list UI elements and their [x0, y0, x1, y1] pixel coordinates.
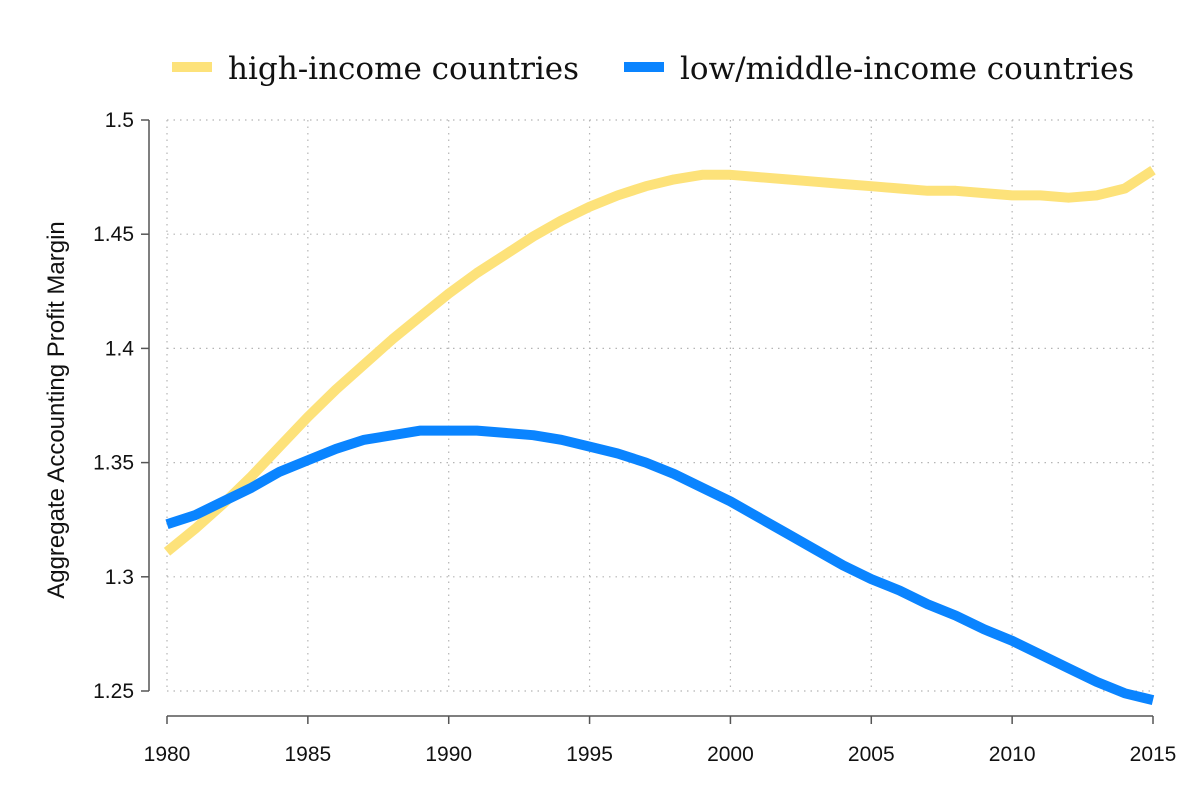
grid-lines	[166, 119, 1154, 692]
x-tick-label-1: 1985	[284, 743, 331, 766]
series-lines	[163, 166, 1156, 705]
y-tick-label-5: 1.5	[105, 109, 134, 132]
y-tick-label-2: 1.35	[93, 452, 134, 475]
x-tick-label-7: 2015	[1130, 743, 1177, 766]
x-tick-label-4: 2000	[707, 743, 754, 766]
y-axis-ticks: 1.25 1.3 1.35 1.4 1.45 1.5	[93, 109, 149, 703]
x-axis-ticks: 1980 1985 1990 1995 2000 2005 2010 2015	[144, 716, 1177, 766]
y-tick-label-3: 1.4	[105, 337, 135, 360]
legend: high-income countries low/middle-income c…	[172, 51, 1134, 87]
legend-label-0: high-income countries	[228, 51, 579, 87]
y-tick-label-0: 1.25	[93, 680, 134, 703]
axes	[148, 120, 1153, 717]
x-tick-label-2: 1990	[425, 743, 472, 766]
x-tick-label-5: 2005	[848, 743, 895, 766]
series-line-0	[163, 166, 1156, 556]
x-tick-label-3: 1995	[566, 743, 613, 766]
y-tick-label-1: 1.3	[105, 566, 134, 589]
x-tick-label-0: 1980	[144, 743, 191, 766]
legend-label-1: low/middle-income countries	[680, 51, 1134, 87]
y-axis-label: Aggregate Accounting Profit Margin	[43, 221, 70, 599]
series-line-1	[165, 425, 1155, 705]
x-tick-label-6: 2010	[989, 743, 1036, 766]
y-tick-label-4: 1.45	[93, 223, 134, 246]
